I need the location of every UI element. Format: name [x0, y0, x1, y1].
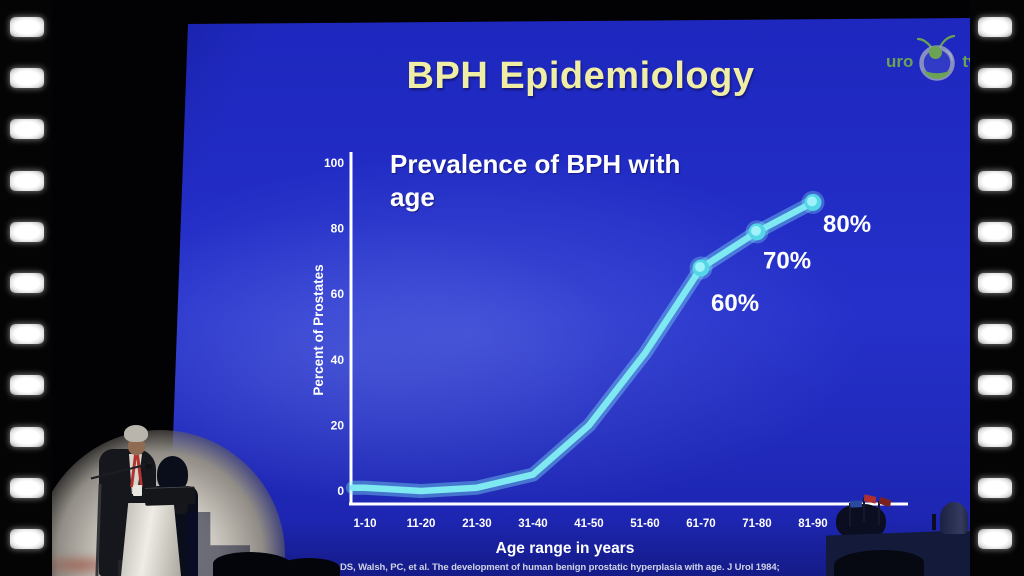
speaker-badge: [133, 485, 142, 496]
film-sprocket-hole: [10, 221, 44, 242]
film-sprocket-hole: [978, 68, 1012, 89]
film-sprocket-hole: [10, 324, 44, 345]
slide-title: BPH Epidemiology: [406, 55, 755, 97]
film-sprocket-hole: [978, 119, 1012, 140]
film-sprocket-hole: [10, 477, 44, 498]
foreground-silhouette: [278, 558, 340, 576]
foreground-silhouette: [834, 550, 924, 576]
microphone-icon: [145, 464, 152, 469]
speaker-hair: [124, 425, 148, 442]
table-microphone-icon: [932, 514, 936, 530]
film-sprocket-hole: [978, 375, 1012, 396]
chart-heading-line2: age: [390, 182, 435, 212]
film-sprocket-hole: [978, 17, 1012, 37]
flag-pole: [863, 498, 865, 522]
chart-heading: Prevalence of BPH with age: [390, 148, 750, 214]
film-strip-left: [0, 0, 52, 576]
citation-text: DS, Walsh, PC, et al. The development of…: [340, 562, 780, 573]
film-sprocket-hole: [978, 324, 1012, 345]
film-sprocket-hole: [10, 170, 44, 191]
film-strip-right: [970, 0, 1024, 576]
film-sprocket-hole: [10, 68, 44, 89]
chart-heading-line1: Prevalence of BPH with: [390, 149, 681, 179]
film-sprocket-hole: [10, 119, 44, 140]
film-sprocket-hole: [978, 477, 1012, 498]
film-sprocket-hole: [978, 170, 1012, 191]
bee-icon: [917, 34, 956, 81]
film-sprocket-hole: [978, 426, 1012, 447]
logo-text-uro: uro: [886, 52, 914, 71]
film-sprocket-hole: [978, 221, 1012, 242]
film-sprocket-hole: [10, 273, 44, 293]
film-sprocket-hole: [10, 529, 44, 549]
urotv-logo: uro tv: [886, 34, 978, 84]
film-sprocket-hole: [10, 17, 44, 37]
flag-pole: [878, 501, 880, 525]
film-sprocket-hole: [978, 529, 1012, 549]
film-sprocket-hole: [10, 375, 44, 396]
film-sprocket-hole: [10, 426, 44, 447]
film-sprocket-hole: [978, 273, 1012, 293]
podium-top: [144, 486, 196, 506]
chair-back: [940, 502, 968, 534]
podium: [121, 503, 181, 576]
flag-pole: [849, 503, 851, 527]
